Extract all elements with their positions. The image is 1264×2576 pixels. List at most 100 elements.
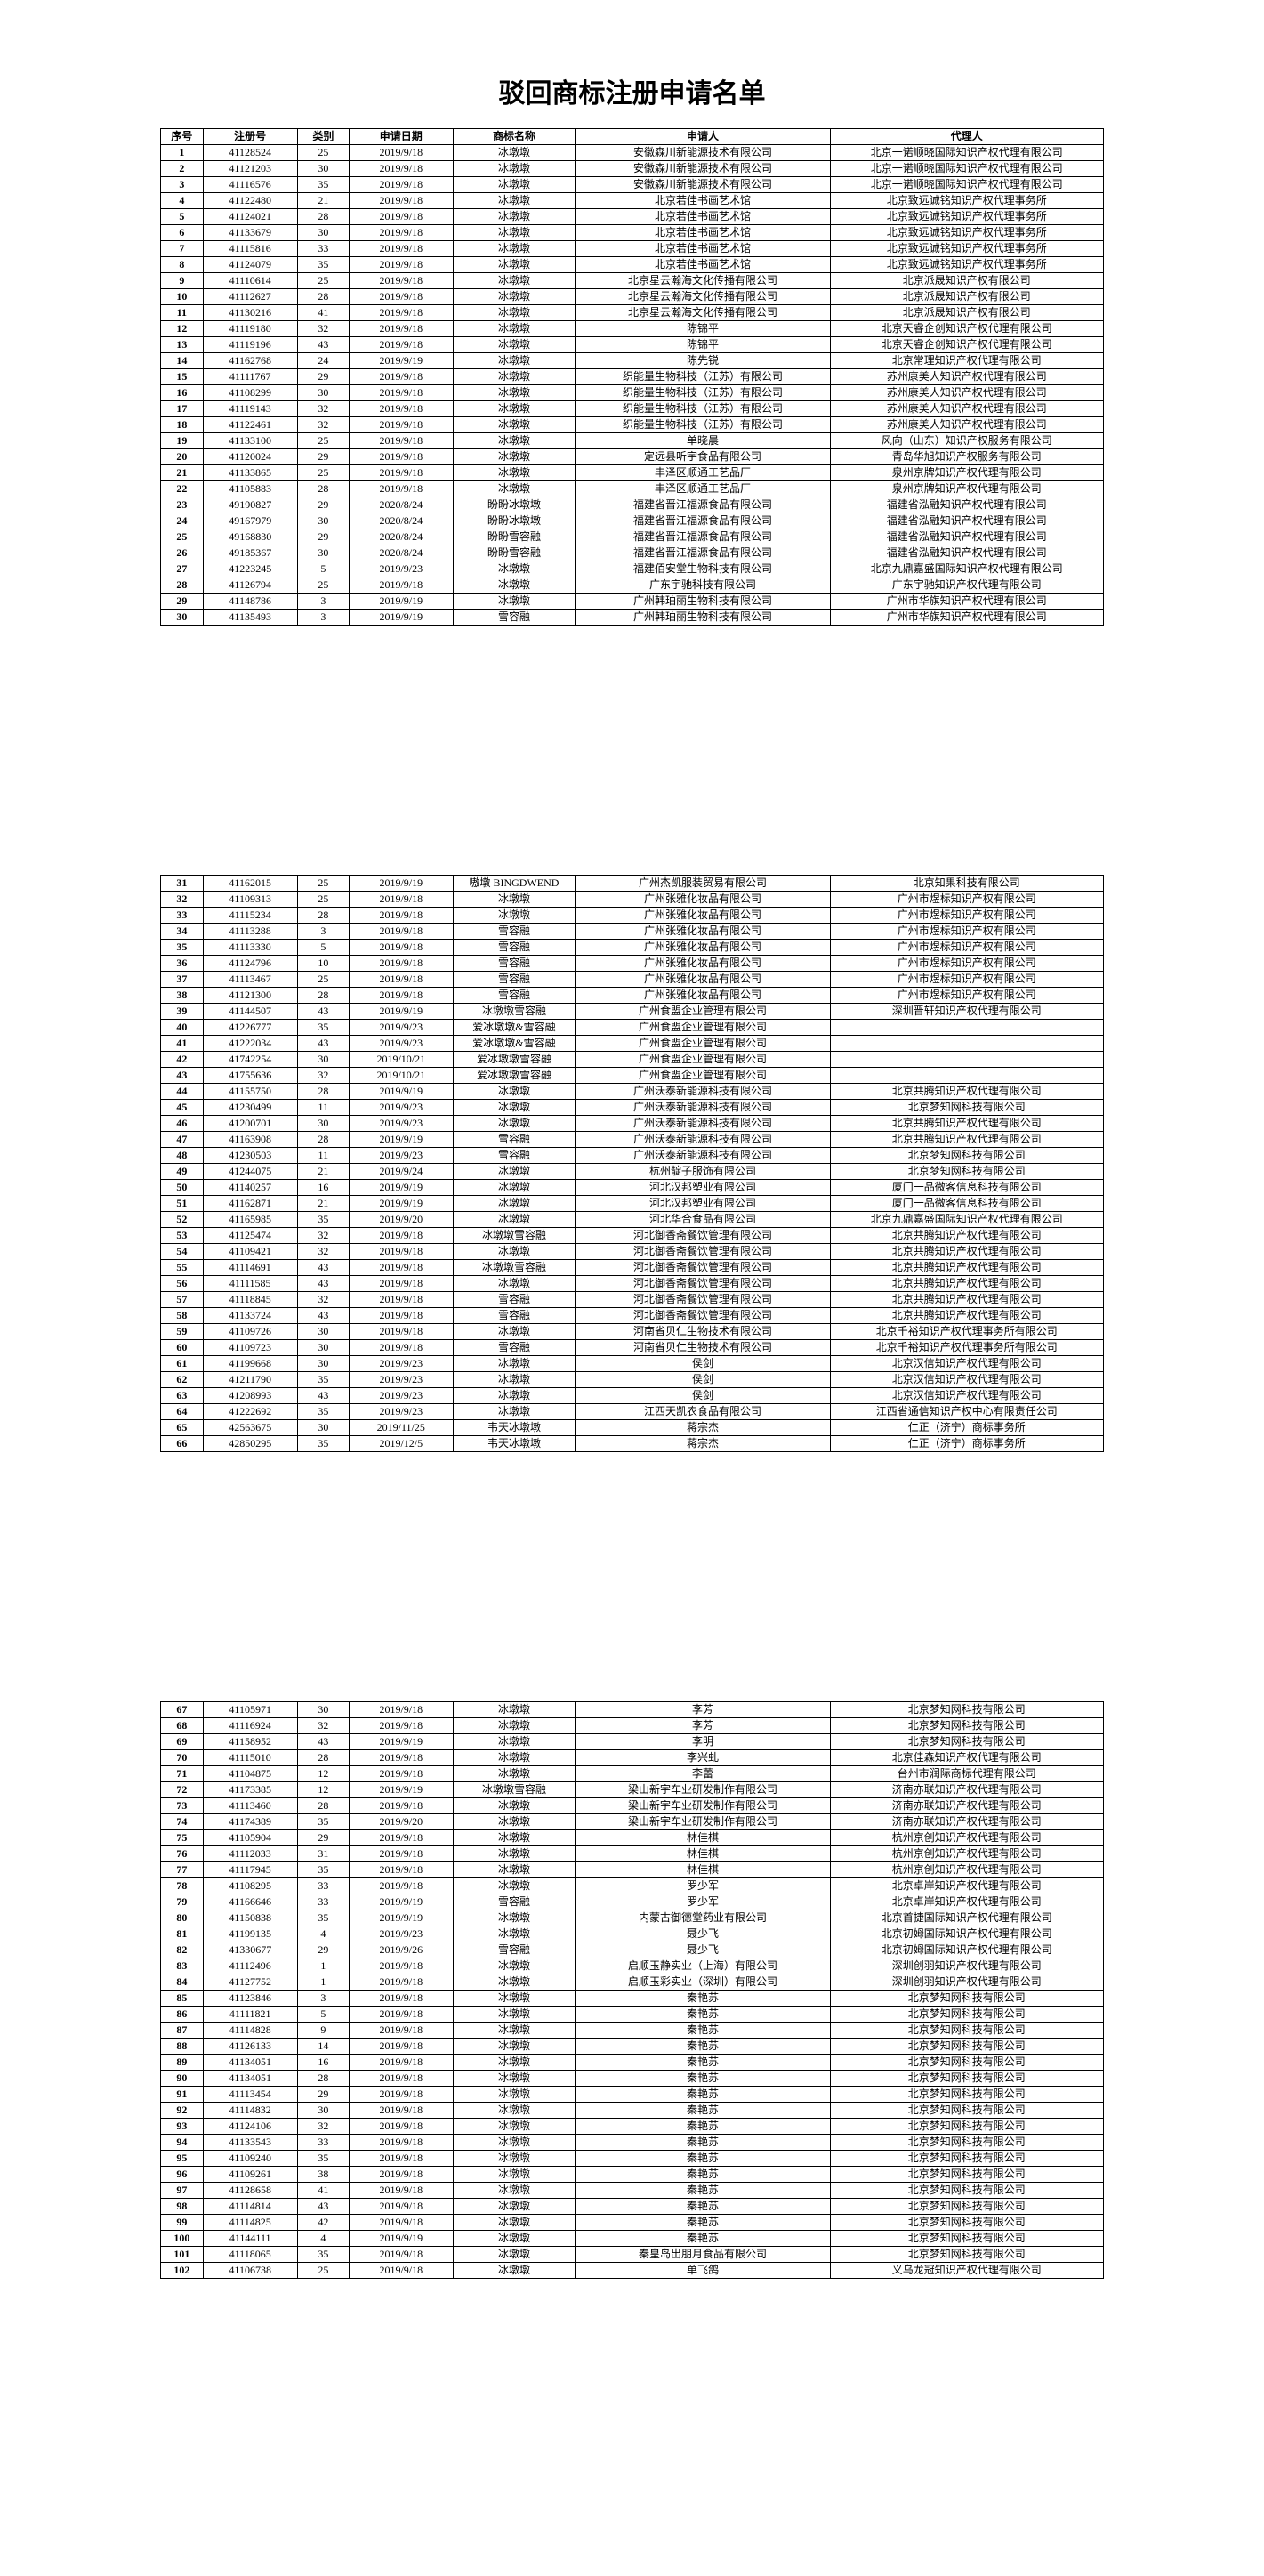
table-cell: 苏州康美人知识产权代理有限公司 bbox=[830, 369, 1103, 385]
table-cell: 北京梦知网科技有限公司 bbox=[830, 1702, 1103, 1718]
table-cell: 北京若佳书画艺术馆 bbox=[576, 225, 830, 241]
table-cell: 43 bbox=[297, 337, 349, 353]
table-row: 3741113467252019/9/18雪容融广州张雅化妆品有限公司广州市煜标… bbox=[161, 972, 1104, 988]
table-cell: 41755636 bbox=[203, 1068, 297, 1084]
table-cell: 25 bbox=[297, 433, 349, 449]
table-cell: 41174389 bbox=[203, 1814, 297, 1830]
table-cell: 安徽森川新能源技术有限公司 bbox=[576, 161, 830, 177]
table-cell: 广州张雅化妆品有限公司 bbox=[576, 940, 830, 956]
table-cell: 冰墩墩 bbox=[453, 177, 576, 193]
table-cell: 冰墩墩雪容融 bbox=[453, 1004, 576, 1020]
table-cell: 盼盼冰墩墩 bbox=[453, 497, 576, 513]
table-cell: 42563675 bbox=[203, 1420, 297, 1436]
table-cell: 冰墩墩 bbox=[453, 2039, 576, 2055]
table-cell: 73 bbox=[161, 1798, 204, 1814]
table-header-cell: 序号 bbox=[161, 129, 204, 145]
table-cell: 6 bbox=[161, 225, 204, 241]
table-cell: 河北御香斋餐饮管理有限公司 bbox=[576, 1244, 830, 1260]
table-cell: 33 bbox=[297, 2135, 349, 2151]
table-row: 341116576352019/9/18冰墩墩安徽森川新能源技术有限公司北京一诺… bbox=[161, 177, 1104, 193]
table-cell: 秦艳苏 bbox=[576, 2215, 830, 2231]
trademark-rejection-table: 6741105971302019/9/18冰墩墩李芳北京梦知网科技有限公司684… bbox=[160, 1701, 1104, 2279]
table-cell: 织能量生物科技（江苏）有限公司 bbox=[576, 385, 830, 401]
table-cell: 32 bbox=[297, 2119, 349, 2135]
table-cell: 冰墩墩 bbox=[453, 1244, 576, 1260]
table-cell: 秦艳苏 bbox=[576, 2231, 830, 2247]
table-cell: 河北汉邦塑业有限公司 bbox=[576, 1196, 830, 1212]
table-cell: 仁正（济宁）商标事务所 bbox=[830, 1420, 1103, 1436]
table-row: 5641111585432019/9/18冰墩墩河北御香斋餐饮管理有限公司北京共… bbox=[161, 1276, 1104, 1292]
table-cell: 雪容融 bbox=[453, 1308, 576, 1324]
table-cell: 1 bbox=[297, 1974, 349, 1991]
table-cell: 北京一诺顺晓国际知识产权代理有限公司 bbox=[830, 161, 1103, 177]
table-cell: 21 bbox=[297, 1196, 349, 1212]
table-cell: 30 bbox=[297, 161, 349, 177]
table-cell: 2019/9/18 bbox=[349, 1324, 453, 1340]
table-cell: 72 bbox=[161, 1782, 204, 1798]
table-cell: 76 bbox=[161, 1846, 204, 1862]
table-cell: 北京天睿企创知识产权代理有限公司 bbox=[830, 321, 1103, 337]
table-row: 9441133543332019/9/18冰墩墩秦艳苏北京梦知网科技有限公司 bbox=[161, 2135, 1104, 2151]
table-cell: 71 bbox=[161, 1766, 204, 1782]
table-cell: 57 bbox=[161, 1292, 204, 1308]
table-cell: 99 bbox=[161, 2215, 204, 2231]
table-cell: 冰墩墩 bbox=[453, 1878, 576, 1894]
table-cell: 仁正（济宁）商标事务所 bbox=[830, 1436, 1103, 1452]
table-cell: 冰墩墩 bbox=[453, 2183, 576, 2199]
table-cell: 广东宇驰知识产权代理有限公司 bbox=[830, 577, 1103, 594]
table-cell: 41230503 bbox=[203, 1148, 297, 1164]
table-cell: 30 bbox=[297, 1116, 349, 1132]
table-row: 7841108295332019/9/18冰墩墩罗少军北京卓岸知识产权代理有限公… bbox=[161, 1878, 1104, 1894]
table-cell: 94 bbox=[161, 2135, 204, 2151]
table-cell: 2019/10/21 bbox=[349, 1068, 453, 1084]
table-cell: 定远县听宇食品有限公司 bbox=[576, 449, 830, 465]
table-cell: 2019/9/18 bbox=[349, 892, 453, 908]
table-cell: 69 bbox=[161, 1734, 204, 1750]
table-cell: 41114814 bbox=[203, 2199, 297, 2215]
table-cell: 61 bbox=[161, 1356, 204, 1372]
table-cell: 北京共腾知识产权代理有限公司 bbox=[830, 1244, 1103, 1260]
table-cell: 30 bbox=[297, 1702, 349, 1718]
table-cell: 冰墩墩雪容融 bbox=[453, 1228, 576, 1244]
table-cell: 2019/9/24 bbox=[349, 1164, 453, 1180]
table-cell: 5 bbox=[297, 940, 349, 956]
table-cell: 2019/9/19 bbox=[349, 2231, 453, 2247]
table-cell: 41105883 bbox=[203, 481, 297, 497]
table-cell: 2019/9/18 bbox=[349, 1750, 453, 1766]
table-cell: 2019/9/18 bbox=[349, 481, 453, 497]
table-cell: 41133100 bbox=[203, 433, 297, 449]
table-cell: 28 bbox=[297, 1750, 349, 1766]
table-cell: 2019/9/19 bbox=[349, 1196, 453, 1212]
table-cell: 41150838 bbox=[203, 1910, 297, 1926]
table-row: 7041115010282019/9/18冰墩墩李兴虬北京佳森知识产权代理有限公… bbox=[161, 1750, 1104, 1766]
table-cell: 2019/9/19 bbox=[349, 610, 453, 626]
table-cell: 63 bbox=[161, 1388, 204, 1404]
table-cell: 冰墩墩 bbox=[453, 289, 576, 305]
table-cell: 41105971 bbox=[203, 1702, 297, 1718]
table-row: 1141130216412019/9/18冰墩墩北京星云瀚海文化传播有限公司北京… bbox=[161, 305, 1104, 321]
table-cell: 41113467 bbox=[203, 972, 297, 988]
table-cell: 41109240 bbox=[203, 2151, 297, 2167]
table-cell: 41119196 bbox=[203, 337, 297, 353]
table-cell: 31 bbox=[161, 876, 204, 892]
table-cell: 2019/9/23 bbox=[349, 1100, 453, 1116]
table-cell: 义乌龙冠知识产权代理有限公司 bbox=[830, 2263, 1103, 2279]
table-cell: 2019/9/20 bbox=[349, 1212, 453, 1228]
table-cell: 杭州京创知识产权代理有限公司 bbox=[830, 1830, 1103, 1846]
table-cell: 2019/9/23 bbox=[349, 1356, 453, 1372]
table-cell: 盼盼冰墩墩 bbox=[453, 513, 576, 529]
table-cell: 41244075 bbox=[203, 1164, 297, 1180]
table-cell: 冰墩墩 bbox=[453, 1388, 576, 1404]
table-cell: 41162871 bbox=[203, 1196, 297, 1212]
table-cell: 41230499 bbox=[203, 1100, 297, 1116]
table-row: 1941133100252019/9/18冰墩墩单晓晨风向（山东）知识产权服务有… bbox=[161, 433, 1104, 449]
table-cell: 25 bbox=[297, 972, 349, 988]
table-cell: 2019/9/18 bbox=[349, 940, 453, 956]
table-cell: 陈锦平 bbox=[576, 321, 830, 337]
table-cell: 北京梦知网科技有限公司 bbox=[830, 2151, 1103, 2167]
table-cell: 41116576 bbox=[203, 177, 297, 193]
table-cell: 28 bbox=[297, 481, 349, 497]
table-cell: 聂少飞 bbox=[576, 1942, 830, 1958]
table-cell: 济南亦联知识产权代理有限公司 bbox=[830, 1782, 1103, 1798]
table-cell: 59 bbox=[161, 1324, 204, 1340]
